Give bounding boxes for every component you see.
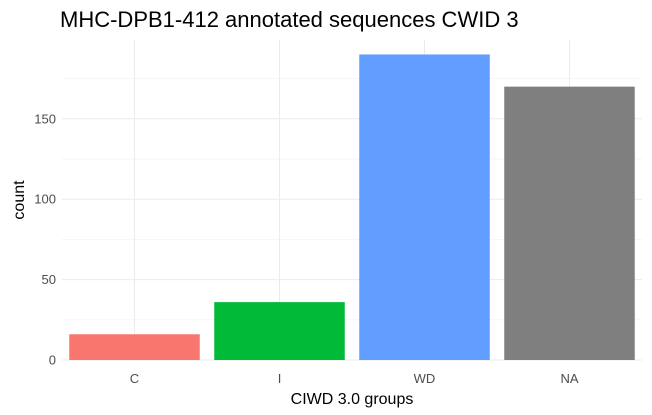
x-tick-label: WD xyxy=(414,371,436,386)
y-tick-label: 150 xyxy=(34,111,56,126)
x-axis-title: CIWD 3.0 groups xyxy=(291,391,414,408)
bar-c xyxy=(69,334,200,360)
y-tick-label: 50 xyxy=(42,272,56,287)
y-tick-label: 100 xyxy=(34,192,56,207)
y-axis-title: count xyxy=(11,180,28,220)
bar-i xyxy=(214,302,345,360)
x-tick-label: I xyxy=(278,371,282,386)
x-tick-label: NA xyxy=(560,371,578,386)
x-tick-label: C xyxy=(130,371,139,386)
bars xyxy=(69,54,635,361)
bar-na xyxy=(504,86,635,360)
bar-wd xyxy=(359,54,490,361)
chart-title: MHC-DPB1-412 annotated sequences CWID 3 xyxy=(60,7,519,32)
y-axis-ticks: 0 50 100 150 xyxy=(34,111,56,367)
x-axis-ticks: C I WD NA xyxy=(130,371,579,386)
y-tick-label: 0 xyxy=(49,353,56,368)
